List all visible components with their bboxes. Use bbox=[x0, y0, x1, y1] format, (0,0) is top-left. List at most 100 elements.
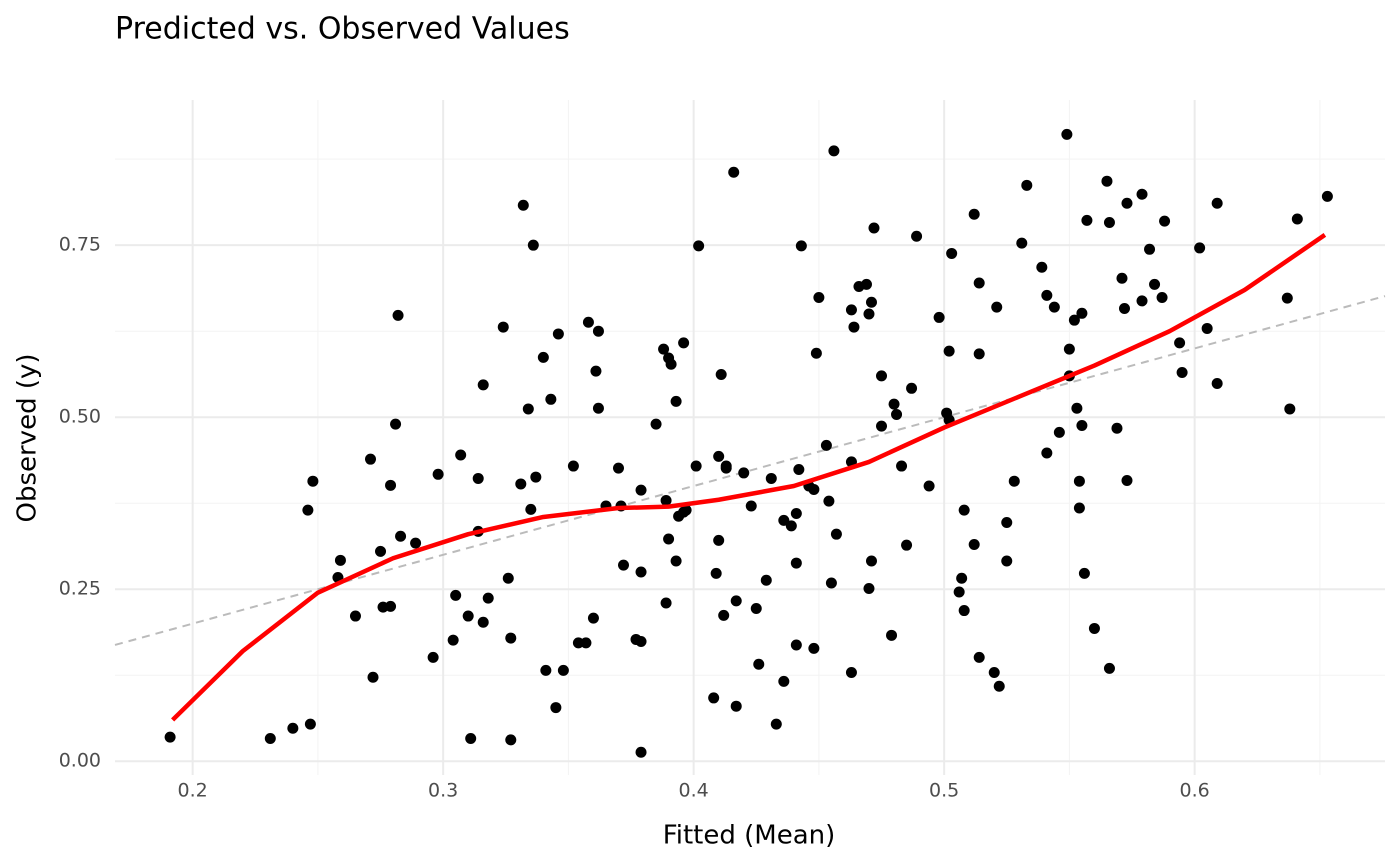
point bbox=[830, 528, 842, 540]
point bbox=[848, 321, 860, 333]
point bbox=[1053, 426, 1065, 438]
point bbox=[517, 199, 529, 211]
point bbox=[1041, 447, 1053, 459]
point bbox=[720, 460, 732, 472]
point bbox=[612, 462, 624, 474]
point bbox=[778, 675, 790, 687]
point bbox=[1144, 243, 1156, 255]
point bbox=[497, 321, 509, 333]
y-tick-label: 0.75 bbox=[59, 234, 101, 256]
point bbox=[1101, 175, 1113, 187]
x-tick-label: 0.2 bbox=[178, 780, 208, 802]
point bbox=[1116, 272, 1128, 284]
point bbox=[728, 166, 740, 178]
point bbox=[876, 420, 888, 432]
point bbox=[958, 605, 970, 617]
point bbox=[1121, 197, 1133, 209]
point bbox=[958, 504, 970, 516]
point bbox=[793, 463, 805, 475]
point bbox=[587, 612, 599, 624]
point bbox=[708, 692, 720, 704]
point bbox=[264, 733, 276, 745]
point bbox=[886, 629, 898, 641]
point bbox=[635, 484, 647, 496]
point bbox=[447, 634, 459, 646]
point bbox=[860, 278, 872, 290]
point bbox=[592, 402, 604, 414]
point bbox=[592, 325, 604, 337]
point bbox=[750, 602, 762, 614]
point bbox=[943, 345, 955, 357]
point bbox=[164, 731, 176, 743]
point bbox=[770, 718, 782, 730]
point bbox=[1103, 662, 1115, 674]
point bbox=[572, 637, 584, 649]
point bbox=[1078, 567, 1090, 579]
point bbox=[808, 642, 820, 654]
point bbox=[1176, 366, 1188, 378]
point bbox=[823, 495, 835, 507]
point bbox=[307, 475, 319, 487]
point bbox=[876, 370, 888, 382]
point bbox=[991, 301, 1003, 313]
point bbox=[385, 479, 397, 491]
point bbox=[349, 610, 361, 622]
point bbox=[956, 572, 968, 584]
x-axis-label: Fitted (Mean) bbox=[663, 821, 836, 851]
point bbox=[287, 722, 299, 734]
point bbox=[1076, 419, 1088, 431]
point bbox=[334, 554, 346, 566]
point bbox=[1068, 314, 1080, 326]
point bbox=[390, 418, 402, 430]
point bbox=[790, 508, 802, 520]
reference-line bbox=[114, 295, 1386, 646]
point bbox=[427, 651, 439, 663]
point bbox=[923, 480, 935, 492]
point bbox=[375, 545, 387, 557]
point bbox=[845, 666, 857, 678]
point bbox=[820, 439, 832, 451]
point bbox=[715, 369, 727, 381]
point bbox=[753, 658, 765, 670]
smooth-line bbox=[171, 233, 1327, 722]
point bbox=[1321, 190, 1333, 202]
y-axis-label: Observed (y) bbox=[13, 353, 43, 522]
point bbox=[828, 145, 840, 157]
point bbox=[891, 408, 903, 420]
point bbox=[465, 733, 477, 745]
point bbox=[933, 311, 945, 323]
point bbox=[1063, 343, 1075, 355]
point bbox=[367, 671, 379, 683]
point bbox=[505, 734, 517, 746]
point bbox=[865, 555, 877, 567]
point bbox=[1291, 213, 1303, 225]
point bbox=[663, 533, 675, 545]
point bbox=[557, 664, 569, 676]
point bbox=[1016, 237, 1028, 249]
point bbox=[670, 555, 682, 567]
point bbox=[410, 537, 422, 549]
point bbox=[304, 718, 316, 730]
point bbox=[693, 240, 705, 252]
chart-title: Predicted vs. Observed Values bbox=[115, 12, 570, 47]
point bbox=[515, 478, 527, 490]
point bbox=[635, 566, 647, 578]
point bbox=[472, 472, 484, 484]
point bbox=[1073, 475, 1085, 487]
point bbox=[1076, 307, 1088, 319]
point bbox=[537, 351, 549, 363]
point bbox=[670, 395, 682, 407]
point bbox=[530, 471, 542, 483]
point bbox=[790, 639, 802, 651]
point bbox=[1284, 403, 1296, 415]
point bbox=[635, 746, 647, 758]
point bbox=[1211, 377, 1223, 389]
point bbox=[713, 450, 725, 462]
point bbox=[993, 680, 1005, 692]
point bbox=[540, 664, 552, 676]
point bbox=[730, 700, 742, 712]
point bbox=[580, 637, 592, 649]
point bbox=[968, 208, 980, 220]
point bbox=[392, 309, 404, 321]
point bbox=[1156, 291, 1168, 303]
